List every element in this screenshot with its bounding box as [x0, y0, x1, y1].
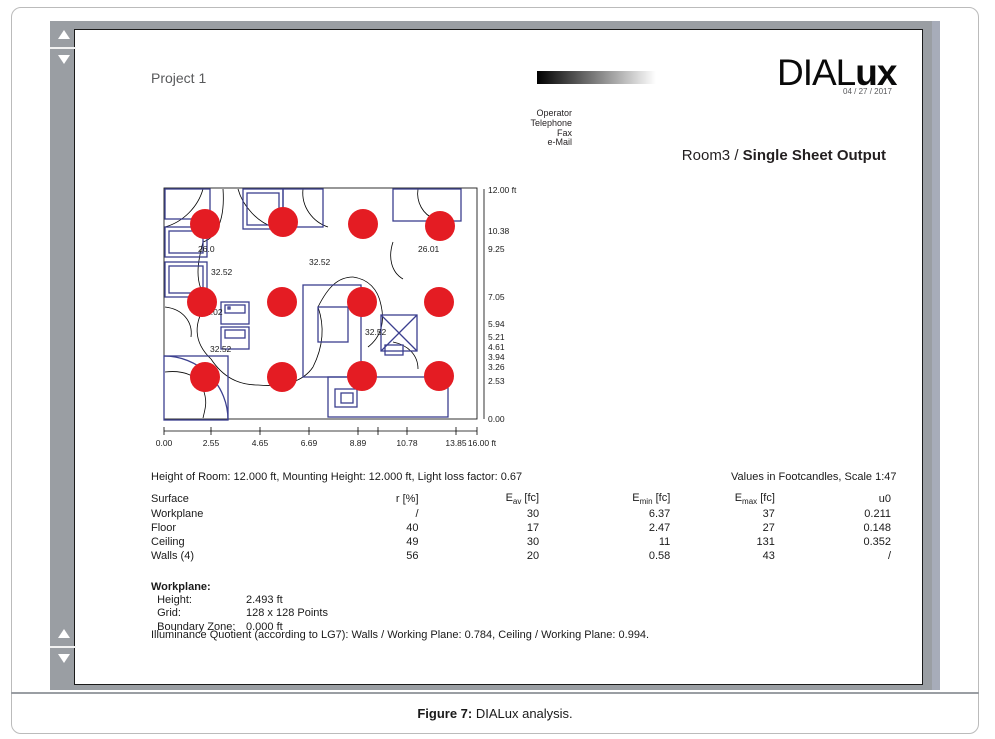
svg-text:5.94: 5.94: [488, 319, 505, 329]
svg-text:4.61: 4.61: [488, 342, 505, 352]
svg-text:32.52: 32.52: [309, 257, 331, 267]
svg-text:3.26: 3.26: [488, 362, 505, 372]
svg-text:4.65: 4.65: [252, 438, 269, 448]
svg-text:8.89: 8.89: [350, 438, 367, 448]
svg-text:10.38: 10.38: [488, 226, 510, 236]
svg-text:32.52: 32.52: [210, 344, 232, 354]
svg-text:32.52: 32.52: [365, 327, 387, 337]
svg-text:0.00: 0.00: [156, 438, 173, 448]
svg-text:0.00: 0.00: [488, 414, 505, 424]
svg-text:12.00 ft: 12.00 ft: [488, 185, 517, 195]
svg-text:7.05: 7.05: [488, 292, 505, 302]
svg-text:26.0: 26.0: [198, 244, 215, 254]
svg-text:13.85: 13.85: [445, 438, 467, 448]
svg-text:5.21: 5.21: [488, 332, 505, 342]
svg-text:16.00 ft: 16.00 ft: [468, 438, 497, 448]
svg-text:32.52: 32.52: [211, 267, 233, 277]
svg-text:26.01: 26.01: [418, 244, 440, 254]
svg-text:9.25: 9.25: [488, 244, 505, 254]
svg-text:2.55: 2.55: [203, 438, 220, 448]
svg-text:10.78: 10.78: [396, 438, 418, 448]
svg-text:3.94: 3.94: [488, 352, 505, 362]
svg-text:2.53: 2.53: [488, 376, 505, 386]
svg-text:6.69: 6.69: [301, 438, 318, 448]
